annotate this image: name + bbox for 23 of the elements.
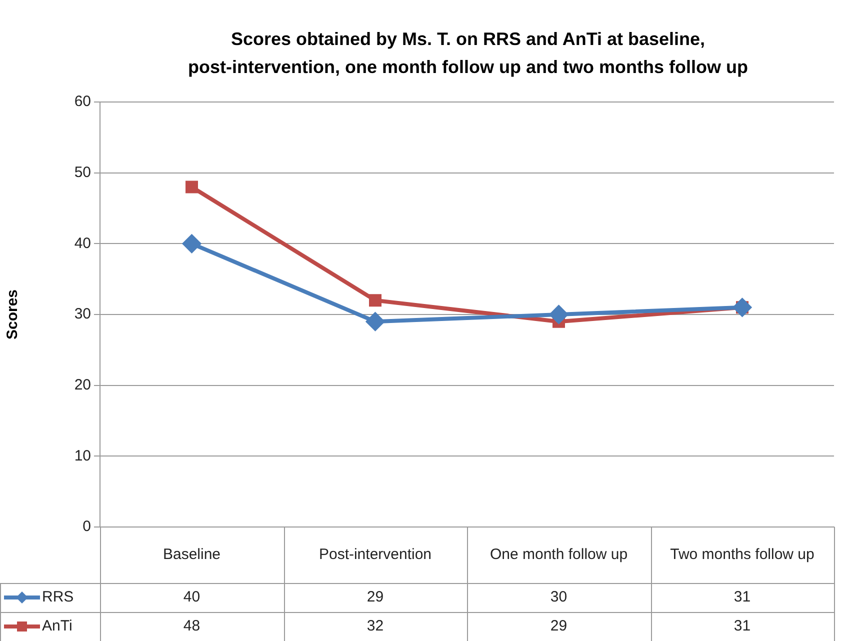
y-tick-label: 20 bbox=[74, 376, 91, 394]
data-label: 31 bbox=[734, 588, 751, 606]
y-axis-title: Scores bbox=[4, 289, 22, 340]
y-tick-label: 10 bbox=[74, 447, 91, 464]
y-tick-label: 40 bbox=[74, 234, 91, 252]
x-tick-label: Post-intervention bbox=[318, 546, 432, 564]
data-label: 48 bbox=[183, 618, 200, 635]
data-label: 40 bbox=[183, 588, 200, 606]
legend-label: AnTi bbox=[42, 618, 72, 635]
y-tick-label: 60 bbox=[74, 93, 91, 110]
legend-label: RRS bbox=[42, 588, 74, 606]
data-label: 31 bbox=[734, 618, 751, 635]
x-tick-label: Two months follow up bbox=[670, 546, 814, 564]
y-tick-label: 50 bbox=[74, 164, 91, 181]
x-tick-label: Baseline bbox=[162, 546, 221, 564]
data-label: 32 bbox=[366, 618, 384, 635]
x-tick-label: One month follow up bbox=[490, 546, 628, 564]
y-tick-label: 0 bbox=[82, 518, 91, 536]
y-tick-label: 30 bbox=[74, 306, 91, 323]
chart-title: Scores obtained by Ms. T. on RRS and AnTi at baseline, post-intervention, one month follow up and two months follow up bbox=[188, 28, 748, 77]
data-label: 29 bbox=[550, 618, 568, 635]
data-label: 29 bbox=[366, 588, 384, 606]
data-label: 30 bbox=[550, 588, 568, 606]
